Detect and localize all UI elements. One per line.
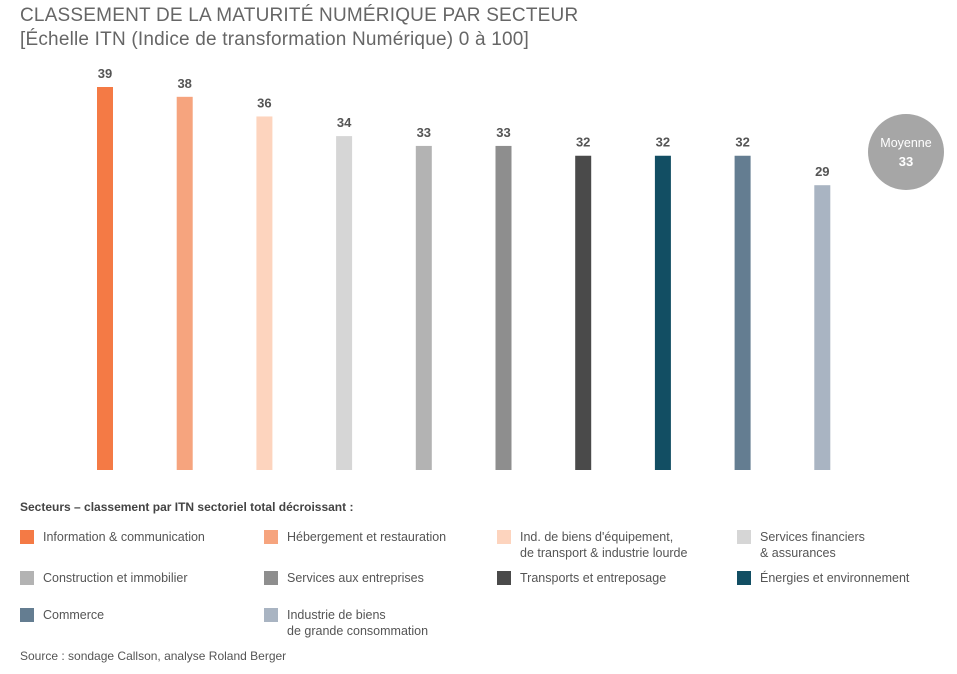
- source-note: Source : sondage Callson, analyse Roland…: [20, 649, 287, 663]
- data-label: 33: [496, 125, 510, 140]
- bar: [654, 155, 671, 470]
- bar: [336, 136, 353, 470]
- data-label: 32: [656, 135, 670, 150]
- legend-label: Énergies et environnement: [760, 571, 910, 585]
- bar: [495, 145, 512, 470]
- data-label: 38: [177, 76, 191, 91]
- legend-swatch: [497, 571, 511, 585]
- bar: [575, 155, 592, 470]
- data-label: 33: [417, 125, 431, 140]
- legend-label: Ind. de biens d'équipement, de transport…: [520, 530, 688, 560]
- legend-swatch: [497, 530, 511, 544]
- legend-swatch: [737, 571, 751, 585]
- bar: [415, 145, 432, 470]
- data-label: 34: [337, 115, 352, 130]
- legend-swatch: [264, 571, 278, 585]
- legend-title: Secteurs – classement par ITN sectoriel …: [20, 500, 354, 514]
- average-value: 33: [899, 154, 913, 169]
- title-line1: CLASSEMENT DE LA MATURITÉ NUMÉRIQUE PAR …: [20, 5, 579, 26]
- bar: [256, 116, 273, 470]
- legend-swatch: [20, 571, 34, 585]
- title-line2: [Échelle ITN (Indice de transformation N…: [20, 29, 530, 50]
- bar-chart: 39 38 36 34 33 33 32 32 32 29 Moyenne 33: [97, 66, 944, 471]
- data-label: 32: [576, 135, 590, 150]
- legend-swatch: [20, 608, 34, 622]
- legend-swatch: [264, 608, 278, 622]
- bar: [814, 185, 831, 470]
- legend-swatch: [264, 530, 278, 544]
- average-label: Moyenne: [880, 136, 931, 150]
- bar: [97, 87, 113, 470]
- legend-swatch: [737, 530, 751, 544]
- data-label: 32: [735, 135, 749, 150]
- average-circle: [868, 114, 944, 190]
- chart-title: CLASSEMENT DE LA MATURITÉ NUMÉRIQUE PAR …: [20, 4, 578, 52]
- data-label: 36: [257, 95, 271, 110]
- legend-label: Services financiers & assurances: [760, 530, 865, 560]
- bar: [176, 96, 193, 471]
- legend-label: Commerce: [43, 608, 105, 622]
- legend-label: Transports et entreposage: [520, 571, 667, 585]
- legend-swatch: [20, 530, 34, 544]
- legend-label: Industrie de biens de grande consommatio…: [287, 608, 429, 638]
- legend-label: Hébergement et restauration: [287, 530, 447, 544]
- data-label: 29: [815, 164, 829, 179]
- bar: [734, 155, 751, 470]
- legend-label: Services aux entreprises: [287, 571, 424, 585]
- data-label: 39: [98, 66, 112, 81]
- legend-label: Information & communication: [43, 530, 205, 544]
- legend-label: Construction et immobilier: [43, 571, 188, 585]
